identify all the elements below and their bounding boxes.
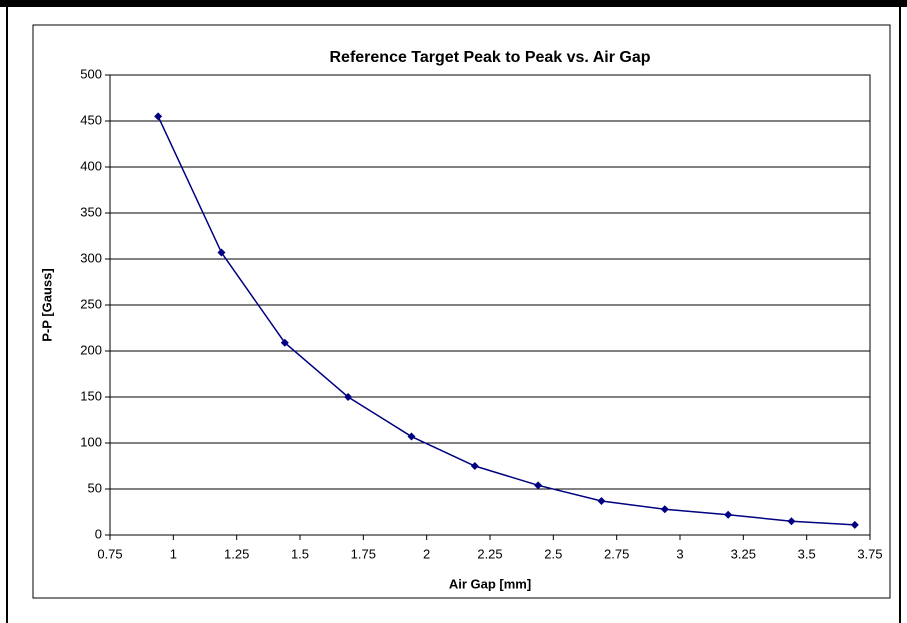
x-tick-label: 2.25 — [477, 546, 502, 561]
data-point — [280, 338, 289, 347]
x-tick-label: 1.25 — [224, 546, 249, 561]
data-point — [344, 393, 353, 401]
data-point — [470, 462, 479, 470]
y-tick-label: 200 — [80, 342, 102, 357]
data-point — [407, 432, 416, 441]
x-tick-label: 1 — [170, 546, 177, 561]
y-tick-label: 100 — [80, 434, 102, 449]
series-line — [157, 116, 855, 526]
x-tick-label: 2.5 — [544, 546, 562, 561]
data-point — [724, 510, 733, 519]
data-point — [660, 505, 669, 514]
y-tick-label: 450 — [80, 112, 102, 127]
data-point — [534, 481, 543, 490]
y-tick-label: 250 — [80, 296, 102, 311]
y-tick-label: 50 — [88, 480, 102, 495]
y-tick-label: 0 — [95, 526, 102, 541]
y-tick-label: 350 — [80, 204, 102, 219]
x-tick-label: 0.75 — [97, 546, 122, 561]
data-point — [154, 112, 163, 121]
data-point — [597, 496, 606, 505]
x-tick-label: 1.75 — [351, 546, 376, 561]
chart-area — [32, 24, 891, 599]
y-tick-label: 300 — [80, 250, 102, 265]
data-point — [787, 517, 796, 526]
x-tick-label: 3 — [676, 546, 683, 561]
y-tick-label: 400 — [80, 158, 102, 173]
data-point — [850, 520, 859, 529]
x-tick-label: 2.75 — [604, 546, 629, 561]
x-tick-label: 3.25 — [731, 546, 756, 561]
x-axis-label: Air Gap [mm] — [449, 576, 531, 591]
top-bar — [0, 0, 907, 7]
y-axis-label: P-P [Gauss] — [39, 268, 54, 341]
y-tick-label: 150 — [80, 388, 102, 403]
plot-border — [109, 74, 871, 536]
x-tick-label: 2 — [423, 546, 430, 561]
x-tick-label: 3.75 — [857, 546, 882, 561]
x-tick-label: 1.5 — [291, 546, 309, 561]
data-point — [217, 248, 226, 257]
chart-title: Reference Target Peak to Peak vs. Air Ga… — [329, 49, 650, 66]
x-tick-label: 3.5 — [798, 546, 816, 561]
y-tick-label: 500 — [80, 66, 102, 81]
